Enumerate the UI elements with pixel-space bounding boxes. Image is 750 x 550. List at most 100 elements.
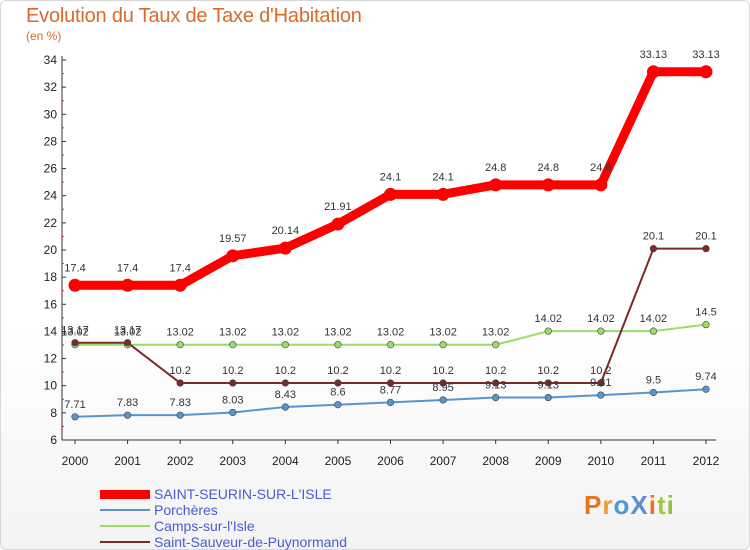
series-point-3 xyxy=(229,379,237,387)
series-point-2 xyxy=(597,327,605,335)
logo-letter: i xyxy=(666,490,675,520)
logo-letter: P xyxy=(584,490,603,520)
series-point-0 xyxy=(331,217,345,231)
data-label-0: 17.4 xyxy=(64,262,85,274)
data-label-2: 13.02 xyxy=(272,327,300,339)
series-point-0 xyxy=(121,278,135,292)
data-label-1: 9.74 xyxy=(695,371,716,383)
data-labels: 7.71 7.83 7.83 8.03 8.43 8.6 8.77 8.95 9.13 9.13 9… xyxy=(61,49,720,411)
x-tick-label: 2007 xyxy=(430,454,457,468)
data-label-1: 9.13 xyxy=(485,380,506,392)
series-point-2 xyxy=(281,341,289,349)
series-point-1 xyxy=(123,411,132,419)
series-point-0 xyxy=(226,249,240,263)
data-label-2: 14.5 xyxy=(695,307,716,319)
data-label-3: 13.17 xyxy=(61,325,89,337)
legend-label: Camps-sur-l'Isle xyxy=(154,518,255,534)
data-label-1: 9.13 xyxy=(538,380,559,392)
data-label-1: 8.77 xyxy=(380,384,401,396)
data-label-1: 9.5 xyxy=(646,375,661,387)
x-tick-label: 2012 xyxy=(693,454,720,468)
y-tick-label: 8 xyxy=(50,406,57,420)
data-label-3: 10.2 xyxy=(432,365,453,377)
axes: 6 8 10 12 14 16 18 20 22 24 26 28 30 32 34 2000 2001 2002… xyxy=(44,53,720,468)
y-tick-label: 12 xyxy=(44,352,58,366)
series-point-0 xyxy=(699,65,713,79)
data-label-1: 8.03 xyxy=(222,394,243,406)
data-label-2: 13.02 xyxy=(166,327,194,339)
x-tick-label: 2004 xyxy=(272,454,299,468)
series-point-1 xyxy=(71,413,79,421)
series-point-3 xyxy=(492,379,500,387)
data-label-2: 13.02 xyxy=(324,327,352,339)
x-tick-label: 2003 xyxy=(219,454,246,468)
data-label-0: 17.4 xyxy=(169,262,190,274)
series-point-1 xyxy=(649,388,658,397)
data-label-2: 13.02 xyxy=(114,327,142,339)
x-tick-label: 2000 xyxy=(62,454,89,468)
data-label-0: 33.13 xyxy=(692,49,720,61)
series-point-3 xyxy=(281,379,289,387)
data-label-3: 10.2 xyxy=(169,365,190,377)
logo-letter: o xyxy=(613,490,631,520)
data-label-2: 13.02 xyxy=(377,327,405,339)
series-point-0 xyxy=(68,278,82,292)
y-tick-label: 32 xyxy=(44,80,58,94)
y-tick-label: 16 xyxy=(44,297,58,311)
series-point-2 xyxy=(439,341,447,349)
y-tick-label: 22 xyxy=(44,216,58,230)
chart-title: Evolution du Taux de Taxe d'Habitation xyxy=(26,5,362,27)
legend-label: Porchères xyxy=(154,502,218,518)
series-point-0 xyxy=(173,278,187,292)
data-label-3: 20.1 xyxy=(695,231,716,243)
series-point-2 xyxy=(702,321,710,329)
legend-swatch xyxy=(100,541,150,543)
data-label-3: 10.2 xyxy=(485,365,506,377)
data-label-3: 10.2 xyxy=(538,365,559,377)
data-label-3: 10.2 xyxy=(222,365,243,377)
series-point-0 xyxy=(278,241,292,255)
logo-letter: i xyxy=(648,490,657,520)
data-label-0: 20.14 xyxy=(272,225,300,237)
data-label-0: 17.4 xyxy=(117,262,138,274)
data-label-1: 7.83 xyxy=(169,397,190,409)
series-point-0 xyxy=(594,178,608,192)
series-point-2 xyxy=(386,341,395,349)
x-tick-label: 2008 xyxy=(482,454,509,468)
series-point-2 xyxy=(649,327,658,335)
series-point-2 xyxy=(176,341,184,349)
series-point-1 xyxy=(597,391,605,399)
legend-label: SAINT-SEURIN-SUR-L'ISLE xyxy=(154,486,332,502)
x-tick-label: 2001 xyxy=(114,454,141,468)
data-label-3: 10.2 xyxy=(327,365,348,377)
data-label-2: 13.02 xyxy=(429,327,457,339)
y-tick-label: 20 xyxy=(44,243,58,257)
data-label-1: 8.43 xyxy=(275,389,296,401)
logo-letter: r xyxy=(602,490,614,520)
series-point-3 xyxy=(649,245,658,253)
legend-swatch xyxy=(100,489,150,499)
data-label-0: 24.1 xyxy=(380,171,401,183)
x-tick-label: 2005 xyxy=(325,454,352,468)
series-point-2 xyxy=(334,341,342,349)
data-label-3: 10.2 xyxy=(590,365,611,377)
data-label-2: 14.02 xyxy=(534,313,562,325)
data-label-0: 33.13 xyxy=(640,49,668,61)
chart-unit: (en %) xyxy=(26,29,62,43)
data-label-1: 7.83 xyxy=(117,397,138,409)
series-points xyxy=(68,65,713,421)
y-tick-label: 26 xyxy=(44,162,58,176)
x-tick-label: 2010 xyxy=(587,454,614,468)
y-tick-label: 34 xyxy=(44,53,58,67)
series-point-3 xyxy=(439,379,447,387)
series-point-0 xyxy=(436,187,450,201)
series-point-1 xyxy=(281,403,289,411)
series-point-1 xyxy=(229,408,237,417)
series-point-1 xyxy=(439,396,447,404)
y-tick-label: 14 xyxy=(44,324,58,338)
series-point-0 xyxy=(541,178,555,192)
y-tick-label: 24 xyxy=(44,189,58,203)
series-point-2 xyxy=(492,341,500,349)
data-label-1: 8.6 xyxy=(330,387,345,399)
